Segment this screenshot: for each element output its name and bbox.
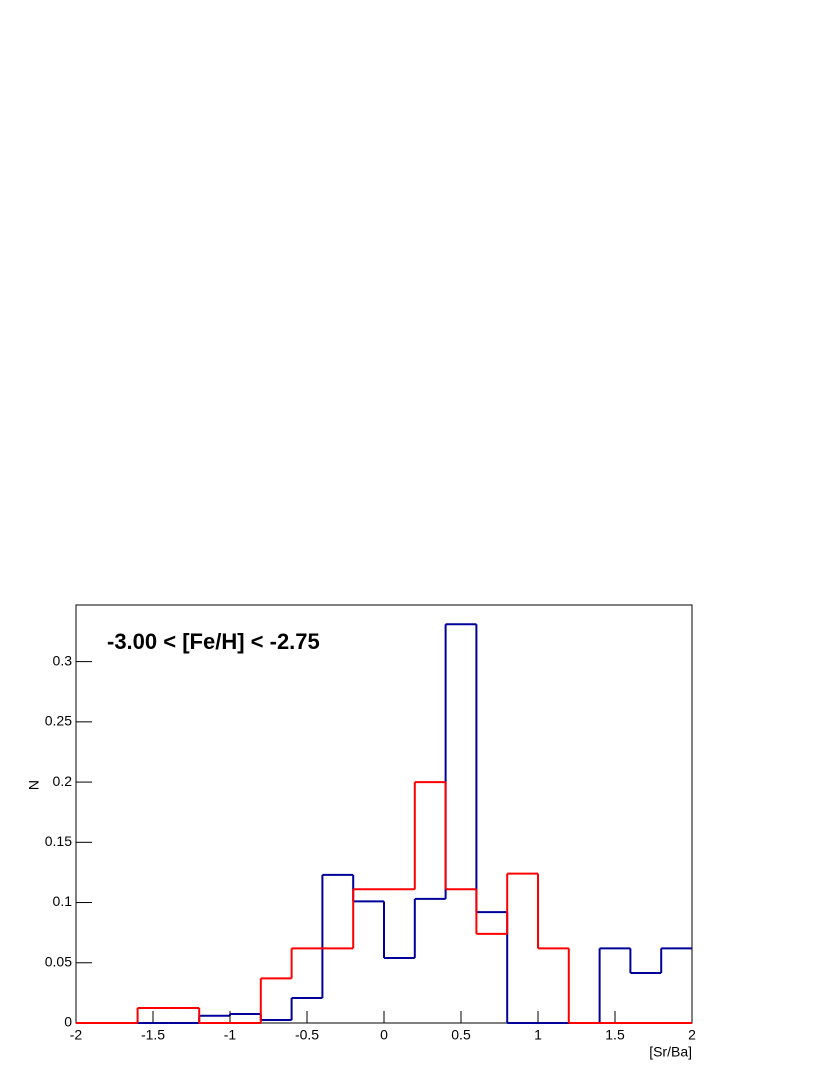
y-tick-label: 0.3 (53, 652, 73, 668)
x-tick-label: -0.5 (295, 1027, 319, 1043)
y-tick-label: 0.1 (53, 893, 73, 909)
x-tick-label: 0.5 (451, 1027, 471, 1043)
y-tick-label: 0.15 (45, 833, 72, 849)
y-axis-label: N (26, 780, 42, 790)
y-tick-label: 0.2 (53, 773, 73, 789)
x-tick-label: 2 (688, 1027, 696, 1043)
x-tick-label: -2 (70, 1027, 83, 1043)
x-tick-label: 0 (380, 1027, 388, 1043)
x-tick-label: -1 (224, 1027, 237, 1043)
y-tick-label: 0 (64, 1014, 72, 1030)
y-tick-label: 0.25 (45, 713, 72, 729)
x-tick-label: 1 (534, 1027, 542, 1043)
x-tick-label: 1.5 (605, 1027, 625, 1043)
x-axis-label: [Sr/Ba] (649, 1044, 692, 1060)
x-tick-label: -1.5 (141, 1027, 165, 1043)
y-tick-label: 0.05 (45, 953, 72, 969)
annotation: -3.00 < [Fe/H] < -2.75 (107, 629, 320, 654)
